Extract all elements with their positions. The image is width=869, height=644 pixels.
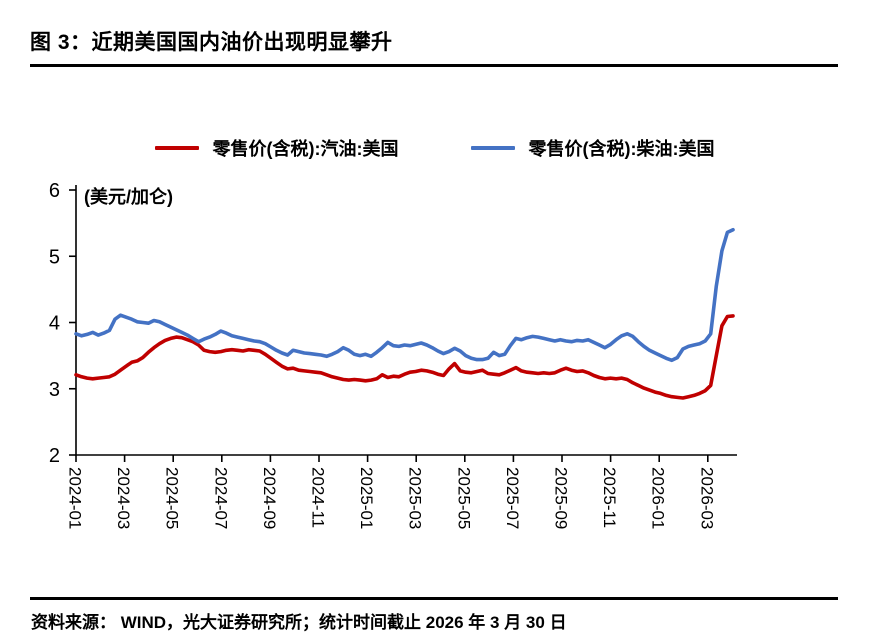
series-diesel-line <box>74 227 735 363</box>
series-gasoline-line <box>74 314 735 400</box>
x-tick-label: 2025-03 <box>406 467 425 529</box>
diesel-line-swatch <box>470 146 515 150</box>
title-divider <box>30 64 838 67</box>
price-line-chart: 6 5 4 3 2 2024-01 2024-03 2024-05 2024-07 2024-09… <box>49 180 737 529</box>
legend-label-gasoline: 零售价(含税):汽油:美国 <box>212 139 399 159</box>
legend-item-gasoline: 零售价(含税):汽油:美国 <box>154 135 399 161</box>
chart-legend: 零售价(含税):汽油:美国 零售价(含税):柴油:美国 <box>0 135 869 161</box>
x-tick-label: 2025-05 <box>454 467 473 529</box>
legend-item-diesel: 零售价(含税):柴油:美国 <box>470 135 715 161</box>
x-tick-label: 2024-01 <box>66 467 85 529</box>
x-tick-label: 2024-11 <box>309 467 328 528</box>
axis-lines <box>75 185 737 456</box>
x-tick-label: 2024-05 <box>163 467 182 529</box>
y-tick-label: 6 <box>49 180 60 202</box>
figure-title: 图 3：近期美国国内油价出现明显攀升 <box>30 31 393 54</box>
x-tick-label: 2025-07 <box>503 467 522 529</box>
gasoline-line-swatch <box>154 146 199 150</box>
x-tick-label: 2026-03 <box>697 467 716 529</box>
x-tick-label: 2026-01 <box>649 467 668 529</box>
y-tick-label: 5 <box>49 246 60 268</box>
y-tick-label: 2 <box>49 445 60 467</box>
source-note: 资料来源： WIND，光大证券研究所；统计时间截止 2026 年 3 月 30 … <box>31 613 567 632</box>
y-tick-label: 4 <box>49 313 60 335</box>
legend-label-diesel: 零售价(含税):柴油:美国 <box>528 139 715 159</box>
x-tick-label: 2024-03 <box>114 467 133 529</box>
unit-label: (美元/加仑) <box>84 186 173 207</box>
x-tick-label: 2025-11 <box>600 467 619 528</box>
y-tick-label: 3 <box>49 379 60 401</box>
footer-divider <box>30 597 838 600</box>
x-tick-label: 2024-09 <box>260 467 279 529</box>
x-tick-label: 2025-01 <box>357 467 376 529</box>
x-tick-label: 2024-07 <box>211 467 230 529</box>
x-tick-label: 2025-09 <box>552 467 571 529</box>
